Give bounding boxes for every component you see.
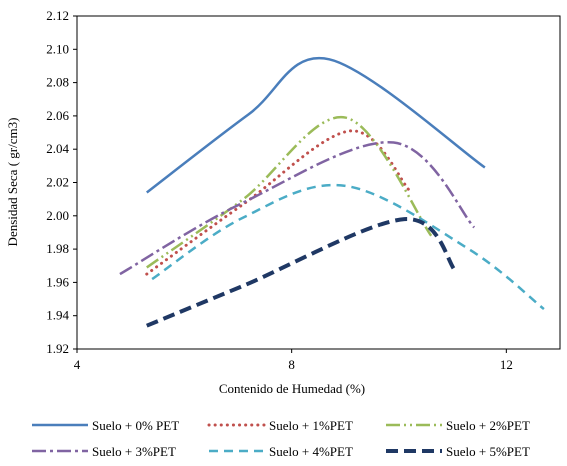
y-tick-label: 2.00 bbox=[46, 208, 69, 223]
series-line bbox=[145, 129, 412, 276]
legend-label: Suelo + 5%PET bbox=[446, 444, 530, 459]
series-line bbox=[146, 217, 457, 328]
x-axis-label: Contenido de Humedad (%) bbox=[219, 381, 365, 396]
x-tick-label: 4 bbox=[74, 357, 81, 372]
series-line bbox=[146, 116, 433, 269]
series-line bbox=[119, 141, 476, 276]
y-tick-label: 1.96 bbox=[46, 274, 69, 289]
y-tick-label: 2.12 bbox=[46, 8, 69, 23]
x-tick-label: 8 bbox=[288, 357, 295, 372]
legend-label: Suelo + 2%PET bbox=[446, 418, 530, 433]
y-tick-label: 2.08 bbox=[46, 75, 69, 90]
legend-label: Suelo + 0% PET bbox=[92, 418, 179, 433]
plot-frame bbox=[76, 15, 561, 350]
y-tick-label: 2.04 bbox=[46, 141, 69, 156]
y-tick-label: 1.92 bbox=[46, 341, 69, 356]
legend-label: Suelo + 3%PET bbox=[92, 444, 176, 459]
y-tick-label: 1.94 bbox=[46, 308, 69, 323]
legend-label: Suelo + 4%PET bbox=[269, 444, 353, 459]
y-tick-label: 2.10 bbox=[46, 41, 69, 56]
series-line bbox=[151, 183, 545, 311]
y-tick-label: 2.02 bbox=[46, 175, 69, 190]
y-tick-label: 1.98 bbox=[46, 241, 69, 256]
legend-label: Suelo + 1%PET bbox=[269, 418, 353, 433]
y-axis-label: Densidad Seca ( gr/cm3) bbox=[5, 118, 20, 247]
y-tick-label: 2.06 bbox=[46, 108, 69, 123]
x-tick-label: 12 bbox=[500, 357, 513, 372]
series-line bbox=[146, 56, 486, 194]
